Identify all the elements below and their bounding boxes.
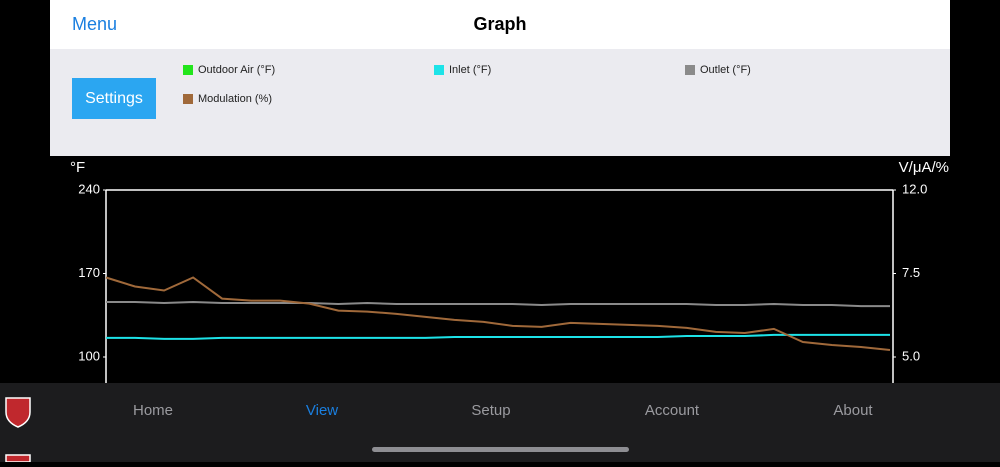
tab[interactable]: Setup [471, 402, 510, 419]
tabs: Home View Setup Account About [133, 402, 873, 419]
legend-panel [50, 49, 950, 156]
home-indicator [372, 447, 629, 452]
legend-swatch [183, 94, 193, 104]
y2-tick-label: 5.0 [902, 348, 920, 363]
settings-label[interactable]: Settings [85, 90, 143, 107]
y2-axis-label: V/μA/% [899, 159, 949, 176]
y-axis-label: °F [70, 159, 85, 176]
settings-button[interactable] [72, 78, 156, 119]
tab[interactable]: Account [645, 402, 700, 419]
series-line [106, 300, 890, 308]
menu-button[interactable]: Menu [72, 14, 117, 34]
tab[interactable]: View [306, 402, 338, 419]
tab[interactable]: About [833, 402, 873, 419]
series-line [105, 276, 891, 351]
y2-tick-label: 12.0 [902, 181, 927, 196]
legend-swatch [183, 65, 193, 75]
legend-label: Outlet (°F) [700, 64, 751, 76]
y-tick-label: 170 [78, 265, 100, 280]
legend-label: Modulation (%) [198, 93, 272, 105]
y-tick-label: 100 [78, 348, 100, 363]
page-title: Graph [473, 14, 526, 34]
legend-label: Outdoor Air (°F) [198, 64, 275, 76]
nav-bar [50, 0, 950, 49]
legend: Outdoor Air (°F) Inlet (°F) Outlet (°F) Mod… [183, 64, 751, 105]
y2-tick-label: 7.5 [902, 265, 920, 280]
app-logo [5, 397, 31, 463]
legend-swatch [434, 65, 444, 75]
plot: °F V/μA/% 240 170 100 12.0 7.5 5.0 [70, 159, 949, 383]
series-line [106, 333, 890, 340]
tab[interactable]: Home [133, 402, 173, 419]
legend-swatch [685, 65, 695, 75]
legend-label: Inlet (°F) [449, 64, 491, 76]
y-tick-label: 240 [78, 181, 100, 196]
